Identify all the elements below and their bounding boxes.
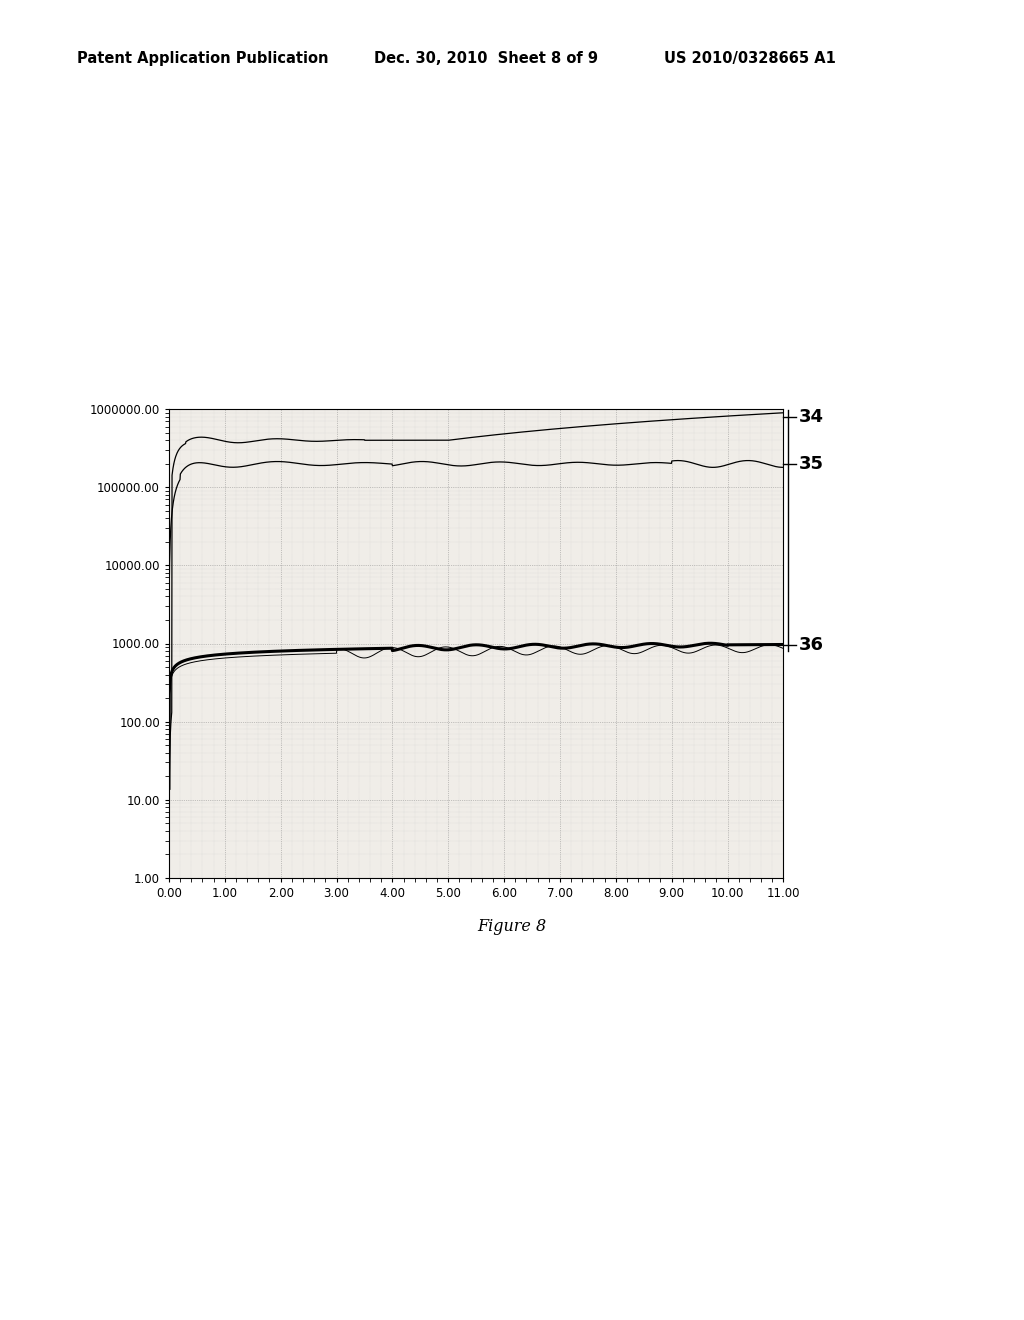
Text: Patent Application Publication: Patent Application Publication (77, 51, 329, 66)
Text: 34: 34 (799, 408, 823, 426)
Text: Dec. 30, 2010  Sheet 8 of 9: Dec. 30, 2010 Sheet 8 of 9 (374, 51, 598, 66)
Text: 35: 35 (799, 455, 823, 473)
Text: US 2010/0328665 A1: US 2010/0328665 A1 (664, 51, 836, 66)
Text: 36: 36 (799, 636, 823, 653)
Text: Figure 8: Figure 8 (477, 917, 547, 935)
